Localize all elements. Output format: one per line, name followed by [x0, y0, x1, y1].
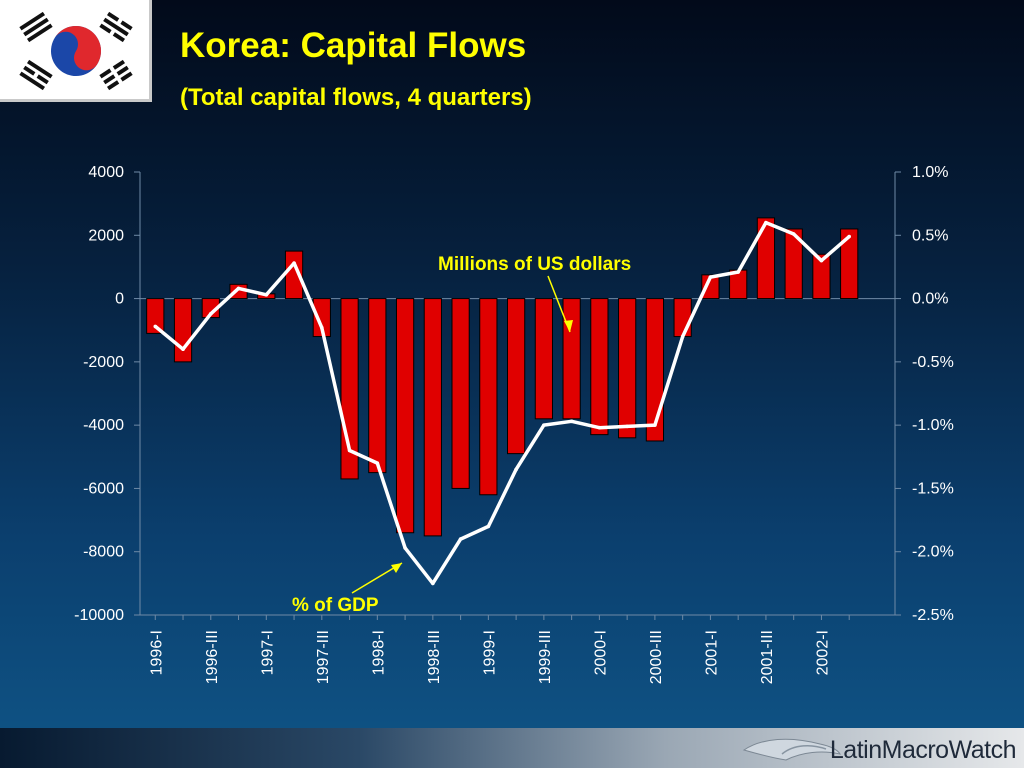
- bar-2001-I: [701, 274, 720, 300]
- flag-graphic: [19, 11, 133, 91]
- y-left-tick-label: -4000: [83, 417, 124, 434]
- footer-bar: [0, 728, 1024, 768]
- x-tick-label: 1996-I: [148, 630, 165, 675]
- gdp-point-2000-I: [597, 425, 602, 430]
- y-right-tick-label: 1.0%: [912, 164, 948, 181]
- x-tick-label: 1997-I: [259, 630, 276, 675]
- x-tick-label: 1999-III: [537, 630, 554, 684]
- bar-2002-I: [812, 253, 831, 300]
- x-tick-label: 2002-I: [814, 630, 831, 675]
- gdp-point-2002-I: [819, 258, 824, 263]
- x-tick-label: 2001-I: [703, 630, 720, 675]
- bar-1997-III: [312, 298, 331, 338]
- bar-2000-IV: [673, 298, 692, 338]
- annotations: Millions of US dollars % of GDP: [292, 254, 631, 616]
- x-tick-label: 1998-III: [426, 630, 443, 684]
- x-tick-label: 2000-I: [592, 630, 609, 675]
- bar-1998-I: [368, 298, 387, 474]
- y-left-tick-label: 0: [115, 291, 124, 308]
- gdp-point-1998-I: [375, 461, 380, 465]
- bar-1999-III: [534, 298, 553, 420]
- y-right-tick-label: -2.0%: [912, 544, 954, 561]
- gdp-point-1999-I: [486, 524, 491, 529]
- gdp-point-1996-II: [181, 347, 185, 352]
- y-left-tick-label: -6000: [83, 480, 124, 497]
- page-subtitle: (Total capital flows, 4 quarters): [180, 84, 532, 111]
- x-axis: 1996-I 1996-III 1997-I 1997-III 1998-I 1998-I…: [148, 615, 850, 684]
- x-tick-label: 1999-I: [481, 630, 498, 675]
- gdp-point-1996-III: [208, 311, 213, 316]
- x-tick-label: 2001-III: [759, 630, 776, 684]
- gdp-point-1997-III: [320, 325, 324, 330]
- bar-1999-IV: [562, 298, 581, 420]
- y-right-tick-label: 0.0%: [912, 291, 948, 308]
- gdp-point-1997-IV: [347, 448, 352, 453]
- gdp-point-1999-III: [542, 423, 546, 427]
- y-left-tick-label: 4000: [88, 164, 124, 181]
- gdp-point-1997-II: [292, 261, 296, 265]
- y-right-tick-label: -2.5%: [912, 607, 954, 624]
- y-right-tick-label: -1.5%: [912, 480, 954, 497]
- x-tick-label: 1997-III: [315, 630, 332, 684]
- x-tick-label: 1998-I: [370, 630, 387, 675]
- annotation-arrowhead-usd: [564, 320, 573, 332]
- gdp-point-1998-III: [431, 581, 435, 586]
- y-right-tick-label: -0.5%: [912, 354, 954, 371]
- gdp-point-1997-I: [264, 292, 269, 297]
- bar-1999-II: [507, 298, 526, 455]
- gdp-point-1998-IV: [458, 537, 463, 541]
- gdp-line: [154, 220, 851, 586]
- gdp-point-1999-II: [514, 467, 518, 472]
- y-right-tick-label: -1.0%: [912, 417, 954, 434]
- bar-1996-II: [173, 298, 193, 363]
- gdp-point-1999-IV: [569, 419, 574, 424]
- bar-1998-II: [395, 298, 415, 534]
- y-left-tick-label: -2000: [83, 354, 124, 371]
- gdp-point-1996-IV: [236, 286, 241, 291]
- bar-series: [146, 217, 859, 537]
- bar-2000-III: [645, 298, 665, 442]
- annotation-gdp: % of GDP: [292, 595, 379, 616]
- gdp-point-2001-I: [708, 275, 713, 279]
- line-series: [153, 220, 852, 586]
- page-title: Korea: Capital Flows: [180, 26, 527, 65]
- gdp-point-2002-II: [847, 234, 852, 239]
- gdp-point-2001-IV: [791, 232, 796, 236]
- bar-2000-I: [590, 298, 609, 436]
- south-korea-flag-icon: [0, 0, 152, 102]
- gdp-point-2001-III: [764, 220, 768, 225]
- gdp-point-2000-III: [653, 423, 657, 427]
- bar-1998-IV: [451, 298, 470, 489]
- bar-1996-I: [146, 298, 165, 334]
- bar-2000-II: [618, 298, 637, 439]
- y-left-tick-label: 2000: [88, 227, 124, 244]
- y-left-tick-label: -8000: [83, 544, 124, 561]
- annotation-arrowhead-gdp: [391, 563, 402, 573]
- bar-2001-IV: [784, 228, 803, 300]
- bar-1999-I: [479, 298, 498, 496]
- y-right-tick-label: 0.5%: [912, 227, 948, 244]
- gdp-point-2000-IV: [680, 334, 685, 339]
- gdp-point-1998-II: [403, 546, 407, 550]
- gdp-point-2000-II: [625, 424, 629, 429]
- bar-1998-III: [423, 298, 442, 537]
- gdp-point-1996-I: [153, 324, 158, 329]
- logo-icon: [742, 738, 841, 761]
- gdp-point-2001-II: [736, 270, 740, 274]
- y-axis-left: 4000 2000 0 -2000 -4000 -6000 -8000 -10000: [74, 164, 140, 624]
- x-tick-label: 1996-III: [204, 630, 221, 684]
- bar-2002-II: [840, 228, 859, 300]
- y-left-tick-label: -10000: [74, 607, 124, 624]
- x-tick-label: 2000-III: [648, 630, 665, 684]
- annotation-usd: Millions of US dollars: [438, 254, 631, 275]
- capital-flows-chart: 4000 2000 0 -2000 -4000 -6000 -8000 -10000 1.0%…: [74, 164, 954, 684]
- bar-2001-III: [756, 217, 776, 300]
- y-axis-right: 1.0% 0.5% 0.0% -0.5% -1.0% -1.5% -2.0% -2.5%: [895, 164, 954, 624]
- brand-logo-text: LatinMacroWatch: [829, 736, 1017, 764]
